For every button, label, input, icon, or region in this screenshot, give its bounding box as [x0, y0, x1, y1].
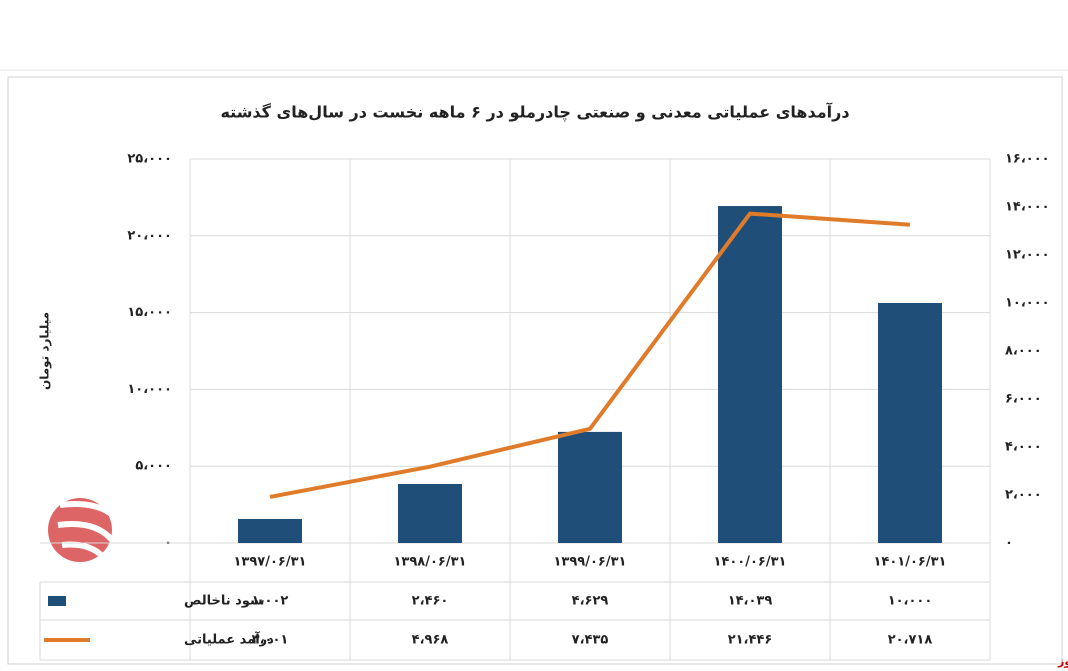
- y-tick-label: ۲۵،۰۰۰: [127, 152, 172, 167]
- y-axis-label: میلیارد تومان: [38, 312, 53, 390]
- y2-tick-label: ۱۲،۰۰۰: [1005, 248, 1050, 263]
- y2-tick-label: ۰: [1005, 536, 1013, 551]
- table-value: ۱،۰۰۲: [252, 594, 289, 609]
- y-tick-label: ۵،۰۰۰: [135, 459, 172, 474]
- table-value: ۱۴،۰۳۹: [728, 594, 773, 609]
- logo-stripes: [57, 501, 121, 561]
- chart-title: درآمدهای عملیاتی معدنی و صنعتی چادرملو د…: [220, 102, 849, 123]
- bar: [718, 206, 782, 543]
- logo: [48, 498, 121, 562]
- legend-label: سود ناخالص: [184, 594, 263, 609]
- table-value: ۴،۶۲۹: [572, 594, 609, 609]
- table-value: ۲،۴۶۰: [412, 594, 449, 609]
- y2-tick-label: ۸،۰۰۰: [1005, 344, 1042, 359]
- table-value: ۲۰،۷۱۸: [888, 633, 933, 648]
- bar: [878, 303, 942, 543]
- y-tick-label: ۲۰،۰۰۰: [127, 228, 172, 243]
- y2-tick-label: ۲،۰۰۰: [1005, 488, 1042, 503]
- bar: [238, 518, 302, 543]
- y2-tick-label: ۱۰،۰۰۰: [1005, 296, 1050, 311]
- table-value: ۲۱،۴۴۶: [728, 633, 773, 648]
- watermark: بورس نیوز: [1057, 655, 1068, 668]
- x-tick-label: ۱۳۹۷/۰۶/۳۱: [234, 555, 307, 570]
- table-value: ۳،۰۰۱: [252, 633, 289, 648]
- y2-tick-label: ۶،۰۰۰: [1005, 392, 1042, 407]
- table-value: ۷،۴۳۵: [572, 633, 609, 648]
- legend-label: درآمد عملیاتی: [184, 631, 274, 648]
- y-tick-label: ۱۰،۰۰۰: [127, 382, 172, 397]
- line-series: [269, 211, 911, 499]
- x-tick-label: ۱۴۰۰/۰۶/۳۱: [714, 555, 787, 570]
- bar: [398, 483, 462, 543]
- x-tick-label: ۱۳۹۹/۰۶/۳۱: [554, 555, 627, 570]
- y2-tick-label: ۱۶،۰۰۰: [1005, 152, 1050, 167]
- table-value: ۴،۹۶۸: [412, 633, 449, 648]
- legend-swatch: [48, 596, 66, 606]
- table-value: ۱۰،۰۰۰: [888, 594, 933, 609]
- y2-tick-label: ۴،۰۰۰: [1005, 440, 1042, 455]
- y2-tick-label: ۱۴،۰۰۰: [1005, 200, 1050, 215]
- y-tick-label: ۱۵،۰۰۰: [127, 305, 172, 320]
- x-tick-label: ۱۴۰۱/۰۶/۳۱: [874, 555, 947, 570]
- bar: [558, 431, 622, 543]
- x-tick-label: ۱۳۹۸/۰۶/۳۱: [394, 555, 467, 570]
